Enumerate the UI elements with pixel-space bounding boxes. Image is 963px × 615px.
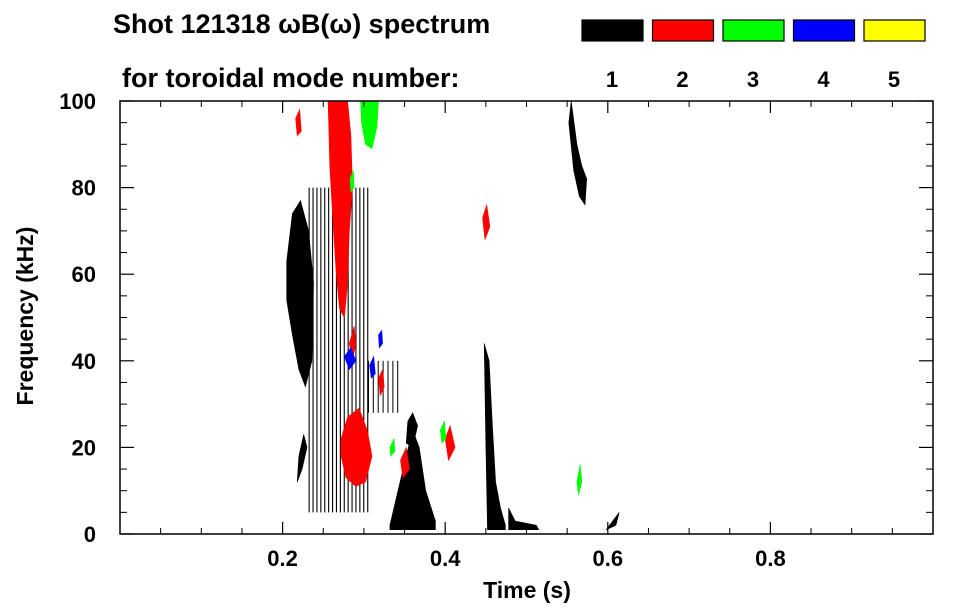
y-tick-label: 60 — [72, 262, 96, 287]
mode-1-stripe-8-12 — [355, 187, 357, 513]
legend: 1 2 3 4 5 — [581, 19, 926, 92]
legend-label-mode-2: 2 — [676, 67, 688, 92]
legend-label-mode-3: 3 — [747, 67, 759, 92]
mode-4-region-24 — [369, 355, 376, 379]
legend-swatch-mode-1 — [581, 19, 644, 42]
y-tick-label: 100 — [59, 89, 96, 114]
y-axis-label: Frequency (kHz) — [12, 227, 38, 406]
mode-1-region-5 — [605, 512, 620, 530]
mode-1-stripe-9-0 — [368, 360, 369, 413]
x-tick-label: 0.4 — [430, 546, 461, 571]
legend-label-mode-1: 1 — [606, 67, 618, 92]
y-tick-label: 0 — [84, 522, 96, 547]
mode-3-region-19 — [576, 464, 583, 496]
mode-1-stripe-9-4 — [387, 360, 389, 413]
mode-4-region-25 — [378, 329, 383, 349]
mode-3-region-18 — [360, 100, 379, 150]
chart-title-line1: Shot 121318 ωB(ω) spectrum — [113, 9, 490, 39]
mode-2-region-13 — [482, 204, 491, 240]
mode-3-region-22 — [389, 438, 396, 457]
mode-1-stripe-8-4 — [324, 187, 326, 513]
mode-2-region-16 — [378, 368, 385, 397]
mode-2-region-17 — [295, 108, 302, 137]
legend-label-mode-4: 4 — [817, 67, 830, 92]
y-tick-label: 80 — [72, 176, 96, 201]
mode-1-stripe-9-6 — [397, 360, 399, 413]
mode-1-stripe-8-15 — [367, 187, 369, 513]
mode-1-stripe-8-7 — [335, 187, 337, 513]
mode-1-stripe-8-13 — [359, 187, 361, 513]
x-axis-label: Time (s) — [483, 577, 571, 603]
mode-1-stripe-9-1 — [372, 360, 374, 413]
mode-2-region-15 — [400, 446, 410, 479]
mode-2-region-10 — [327, 100, 353, 319]
mode-1-stripe-8-2 — [316, 187, 318, 513]
mode-1-stripe-8-5 — [328, 187, 330, 513]
mode-4-region-23 — [344, 347, 357, 371]
plot-frame — [119, 100, 934, 535]
mode-3-region-21 — [349, 170, 355, 193]
mode-1-stripe-9-2 — [377, 360, 379, 413]
legend-swatch-mode-3 — [722, 19, 785, 42]
mode-1-stripe-8-3 — [320, 187, 322, 513]
legend-label-mode-5: 5 — [888, 67, 900, 92]
mode-1-stripe-8-0 — [308, 187, 310, 513]
x-tick-label: 0.8 — [755, 546, 786, 571]
mode-1-stripe-8-14 — [363, 187, 365, 513]
mode-1-region-3 — [508, 507, 540, 531]
mode-1-region-6 — [405, 412, 418, 448]
mode-1-region-2 — [483, 343, 506, 531]
y-tick-label: 20 — [72, 435, 96, 460]
y-tick-label: 40 — [72, 349, 96, 374]
x-tick-label: 0.6 — [593, 546, 624, 571]
x-tick-label: 0.2 — [267, 546, 298, 571]
mode-1-region-7 — [296, 434, 308, 483]
mode-1-stripe-9-5 — [392, 360, 394, 413]
mode-1-stripe-8-9 — [343, 187, 345, 513]
chart-title-line2: for toroidal mode number: — [122, 63, 460, 93]
mode-1-region-4 — [568, 100, 588, 206]
mode-1-stripe-8-10 — [347, 187, 349, 513]
mode-1-stripe-8-8 — [339, 187, 341, 513]
legend-swatch-mode-5 — [863, 19, 926, 42]
legend-swatch-mode-4 — [792, 19, 856, 42]
mode-2-region-11 — [340, 407, 373, 487]
mode-3-region-20 — [439, 420, 447, 444]
legend-swatch-mode-2 — [651, 19, 715, 42]
mode-1-stripe-8-6 — [332, 187, 334, 513]
mode-2-region-14 — [444, 424, 456, 462]
plot-area — [286, 100, 620, 531]
mode-1-region-0 — [286, 199, 314, 388]
axis-ticks: 0.2 0.4 0.6 0.8 0 20 40 60 80 100 — [59, 89, 933, 571]
mode-1-stripe-8-1 — [312, 187, 314, 513]
